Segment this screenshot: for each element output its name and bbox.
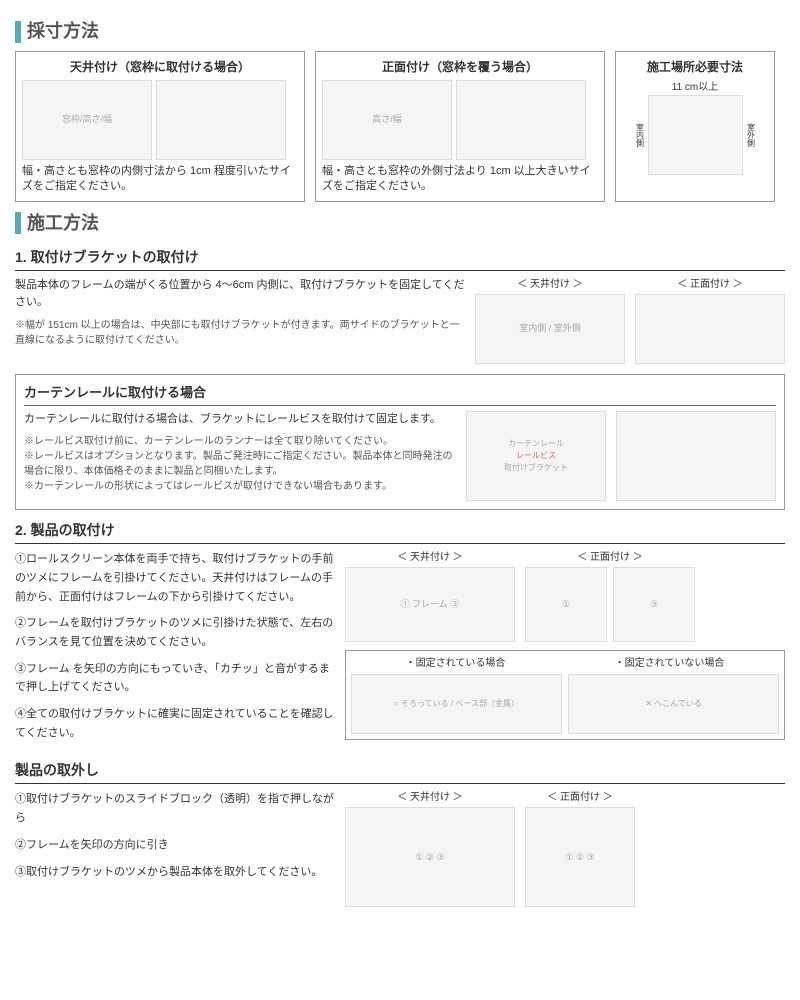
remove-step-3: ③取付けブラケットのツメから製品本体を取外してください。 — [15, 863, 335, 882]
rail-text: カーテンレールに取付ける場合は、ブラケットにレールビスを取付けて固定します。 — [24, 411, 456, 428]
box-title: 正面付け（窓枠を覆う場合） — [322, 58, 598, 76]
fixed-ok-label: ・固定されている場合 — [406, 656, 506, 671]
steps-col: ①ロールスクリーン本体を両手で持ち、取付けブラケットの手前のツメにフレームを引掛… — [15, 550, 335, 750]
subsection-1-text: 製品本体のフレームの端がくる位置から 4～6cm 内側に、取付けブラケットを固定… — [15, 277, 465, 364]
install-ceiling-1: ① フレーム ③ — [345, 567, 515, 642]
rail-title: カーテンレールに取付ける場合 — [24, 383, 776, 407]
label: ＜ 正面付け ＞ — [677, 277, 743, 292]
label: ＜ 天井付け ＞ — [397, 550, 463, 565]
remove-step-1: ①取付けブラケットのスライドブロック（透明）を指で押しながら — [15, 790, 335, 827]
subsection-3-body: ①取付けブラケットのスライドブロック（透明）を指で押しながら ②フレームを矢印の… — [15, 790, 785, 907]
accent-bar — [15, 21, 21, 43]
fixed-ng-diagram: ✕ へこんでいる — [568, 674, 779, 734]
diagrams-col: ＜ 天井付け ＞ ① フレーム ③ ＜ 正面付け ＞ ① ③ ・固定されている場… — [345, 550, 785, 750]
window-diagram-4 — [456, 80, 586, 160]
main-text: 製品本体のフレームの端がくる位置から 4～6cm 内側に、取付けブラケットを固定… — [15, 277, 465, 312]
remove-ceiling-diagram: ① ② ③ — [345, 807, 515, 907]
rail-note-2: ※レールビスはオプションとなります。製品ご発注時にご指定ください。製品本体と同時… — [24, 449, 456, 479]
front-bracket-diagram — [635, 294, 785, 364]
screw-label: レールビス — [516, 450, 556, 462]
box-caption: 幅・高さとも窓枠の外側寸法より 1cm 以上大きいサイズをご指定ください。 — [322, 164, 598, 195]
fixed-check-box: ・固定されている場合 ・固定されていない場合 ○ そろっている / ベース部（金… — [345, 650, 785, 740]
section-title: 採寸方法 — [27, 18, 99, 45]
rail-box: カーテンレールに取付ける場合 カーテンレールに取付ける場合は、ブラケットにレール… — [15, 374, 785, 511]
window-diagram-1: 窓枠/高さ/幅 — [22, 80, 152, 160]
remove-ceiling-col: ＜ 天井付け ＞ ① ② ③ — [345, 790, 515, 907]
step-2: ②フレームを取付けブラケットのツメに引掛けた状態で、左右のバランスを見て位置を決… — [15, 614, 335, 651]
measure-box-front: 正面付け（窓枠を覆う場合） 高さ/幅 幅・高さとも窓枠の外側寸法より 1cm 以… — [315, 51, 605, 202]
label: ＜ 天井付け ＞ — [517, 277, 583, 292]
inside-label: 室内側 — [634, 123, 646, 147]
bracket-diagram — [648, 95, 743, 175]
measure-boxes-row: 天井付け（窓枠に取付ける場合） 窓枠/高さ/幅 幅・高さとも窓枠の内側寸法から … — [15, 51, 785, 202]
subsection-title-3: 製品の取外し — [15, 760, 785, 784]
box-title: 天井付け（窓枠に取付ける場合） — [22, 58, 298, 76]
window-diagram-2 — [156, 80, 286, 160]
remove-step-2: ②フレームを矢印の方向に引き — [15, 836, 335, 855]
front-col: ＜ 正面付け ＞ ① ③ — [525, 550, 695, 642]
label: ＜ 天井付け ＞ — [397, 790, 463, 805]
rail-diagram-1: カーテンレール レールビス 取付けブラケット — [466, 411, 606, 501]
section-measure-header: 採寸方法 — [15, 18, 785, 45]
bracket-label: 取付けブラケット — [504, 462, 568, 474]
subsection-title-1: 1. 取付けブラケットの取付け — [15, 247, 785, 271]
ceiling-col: ＜ 天井付け ＞ ① フレーム ③ — [345, 550, 515, 642]
remove-front-diagram: ① ② ③ — [525, 807, 635, 907]
measure-box-ceiling: 天井付け（窓枠に取付ける場合） 窓枠/高さ/幅 幅・高さとも窓枠の内側寸法から … — [15, 51, 305, 202]
section-title: 施工方法 — [27, 210, 99, 237]
install-front-2: ③ — [613, 567, 695, 642]
box-caption: 幅・高さとも窓枠の内側寸法から 1cm 程度引いたサイズをご指定ください。 — [22, 164, 298, 195]
box-title: 施工場所必要寸法 — [622, 58, 768, 76]
step-3: ③フレーム を矢印の方向にもっていき、「カチッ」と音がするまで押し上げてください… — [15, 660, 335, 697]
ceiling-bracket-diagram: 室内側 / 室外側 — [475, 294, 625, 364]
subsection-1-body: 製品本体のフレームの端がくる位置から 4～6cm 内側に、取付けブラケットを固定… — [15, 277, 785, 364]
rail-note-3: ※カーテンレールの形状によってはレールビスが取付けできない場合もあります。 — [24, 479, 456, 494]
remove-steps-col: ①取付けブラケットのスライドブロック（透明）を指で押しながら ②フレームを矢印の… — [15, 790, 335, 907]
ceiling-diagram-col: ＜ 天井付け ＞ 室内側 / 室外側 — [475, 277, 625, 364]
fixed-ng-label: ・固定されていない場合 — [615, 656, 725, 671]
remove-front-col: ＜ 正面付け ＞ ① ② ③ — [525, 790, 635, 907]
label: ＜ 正面付け ＞ — [577, 550, 643, 565]
dimension-label: 11 cm以上 — [622, 80, 768, 95]
front-diagram-col: ＜ 正面付け ＞ — [635, 277, 785, 364]
rail-label: カーテンレール — [508, 438, 564, 450]
accent-bar — [15, 212, 21, 234]
measure-box-space: 施工場所必要寸法 11 cm以上 室内側 室外側 — [615, 51, 775, 202]
step-1: ①ロールスクリーン本体を両手で持ち、取付けブラケットの手前のツメにフレームを引掛… — [15, 550, 335, 606]
window-diagram-3: 高さ/幅 — [322, 80, 452, 160]
outside-label: 室外側 — [745, 123, 757, 147]
section-install-header: 施工方法 — [15, 210, 785, 237]
install-front-1: ① — [525, 567, 607, 642]
subsection-2-body: ①ロールスクリーン本体を両手で持ち、取付けブラケットの手前のツメにフレームを引掛… — [15, 550, 785, 750]
step-4: ④全ての取付けブラケットに確実に固定されていることを確認してください。 — [15, 705, 335, 742]
fixed-ok-diagram: ○ そろっている / ベース部（金属） — [351, 674, 562, 734]
note-text: ※幅が 151cm 以上の場合は、中央部にも取付けブラケットが付きます。両サイド… — [15, 318, 465, 348]
subsection-title-2: 2. 製品の取付け — [15, 520, 785, 544]
rail-note-1: ※レールビス取付け前に、カーテンレールのランナーは全て取り除いてください。 — [24, 434, 456, 449]
rail-photo — [616, 411, 776, 501]
rail-text-col: カーテンレールに取付ける場合は、ブラケットにレールビスを取付けて固定します。 ※… — [24, 411, 456, 501]
label: ＜ 正面付け ＞ — [547, 790, 613, 805]
